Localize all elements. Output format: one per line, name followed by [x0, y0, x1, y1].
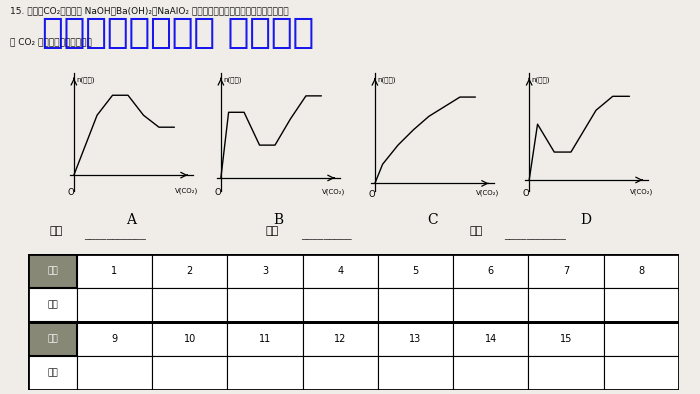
- Text: 9: 9: [111, 334, 118, 344]
- Text: 13: 13: [410, 334, 421, 344]
- Bar: [152, 254, 228, 288]
- Bar: [378, 356, 453, 390]
- Bar: [453, 254, 528, 288]
- Text: D: D: [581, 213, 592, 227]
- Text: _________: _________: [301, 230, 351, 240]
- Text: n(沉淠): n(沉淠): [223, 76, 242, 83]
- Text: V(CO₂): V(CO₂): [630, 189, 653, 195]
- Bar: [28, 288, 77, 322]
- Bar: [228, 288, 302, 322]
- Bar: [228, 356, 302, 390]
- Text: 12: 12: [334, 334, 346, 344]
- Text: O: O: [368, 190, 375, 199]
- Bar: [528, 322, 603, 356]
- Bar: [152, 356, 228, 390]
- Text: 7: 7: [563, 266, 569, 276]
- Text: 15. 将足量CO₂不断通入 NaOH、Ba(OH)₂、NaAlO₂ 的混合溶液中，生成沉淠的物质的量与通: 15. 将足量CO₂不断通入 NaOH、Ba(OH)₂、NaAlO₂ 的混合溶液…: [10, 6, 288, 15]
- Bar: [77, 322, 152, 356]
- Bar: [228, 322, 302, 356]
- Text: 6: 6: [488, 266, 494, 276]
- Bar: [302, 356, 378, 390]
- Text: 3: 3: [262, 266, 268, 276]
- Bar: [302, 254, 378, 288]
- Text: 题号: 题号: [47, 335, 58, 344]
- Text: n(沉淠): n(沉淠): [76, 76, 94, 83]
- Text: 分数: 分数: [469, 227, 482, 236]
- Text: n(沉淠): n(沉淠): [377, 76, 395, 83]
- Bar: [453, 356, 528, 390]
- Text: 10: 10: [183, 334, 196, 344]
- Bar: [152, 288, 228, 322]
- Text: 班级: 班级: [49, 227, 62, 236]
- Bar: [378, 288, 453, 322]
- Text: V(CO₂): V(CO₂): [175, 188, 198, 194]
- Bar: [453, 322, 528, 356]
- Bar: [28, 356, 77, 390]
- Text: 答案: 答案: [47, 301, 58, 310]
- Text: 题号: 题号: [47, 267, 58, 276]
- Bar: [528, 356, 603, 390]
- Bar: [228, 254, 302, 288]
- Text: 1: 1: [111, 266, 118, 276]
- Bar: [603, 254, 679, 288]
- Text: A: A: [126, 213, 136, 227]
- Bar: [603, 356, 679, 390]
- Bar: [302, 322, 378, 356]
- Text: 5: 5: [412, 266, 419, 276]
- Text: C: C: [427, 213, 438, 227]
- Bar: [528, 288, 603, 322]
- Text: 入 CO₂ 的体积的关系可表示为: 入 CO₂ 的体积的关系可表示为: [10, 37, 92, 46]
- Bar: [603, 322, 679, 356]
- Text: B: B: [273, 213, 284, 227]
- Text: n(沉淠): n(沉淠): [532, 76, 550, 83]
- Text: V(CO₂): V(CO₂): [476, 190, 499, 196]
- Text: O: O: [522, 189, 529, 198]
- Bar: [28, 254, 77, 288]
- Text: 姓名: 姓名: [266, 227, 279, 236]
- Bar: [603, 288, 679, 322]
- Text: 8: 8: [638, 266, 645, 276]
- Bar: [77, 356, 152, 390]
- Text: 2: 2: [187, 266, 193, 276]
- Bar: [152, 322, 228, 356]
- Text: 11: 11: [259, 334, 271, 344]
- Text: 答案: 答案: [47, 368, 58, 377]
- Text: 4: 4: [337, 266, 343, 276]
- Bar: [302, 288, 378, 322]
- Bar: [28, 322, 77, 356]
- Bar: [378, 322, 453, 356]
- Bar: [28, 254, 679, 322]
- Text: 微信公众号关注： 趋找答案: 微信公众号关注： 趋找答案: [42, 16, 314, 50]
- Text: 14: 14: [484, 334, 497, 344]
- Bar: [453, 288, 528, 322]
- Bar: [28, 322, 679, 390]
- Bar: [528, 254, 603, 288]
- Text: O: O: [214, 188, 221, 197]
- Text: ___________: ___________: [84, 230, 146, 240]
- Text: 15: 15: [560, 334, 573, 344]
- Text: V(CO₂): V(CO₂): [322, 188, 345, 195]
- Bar: [77, 288, 152, 322]
- Text: O: O: [67, 188, 74, 197]
- Bar: [378, 254, 453, 288]
- Bar: [77, 254, 152, 288]
- Text: ___________: ___________: [504, 230, 566, 240]
